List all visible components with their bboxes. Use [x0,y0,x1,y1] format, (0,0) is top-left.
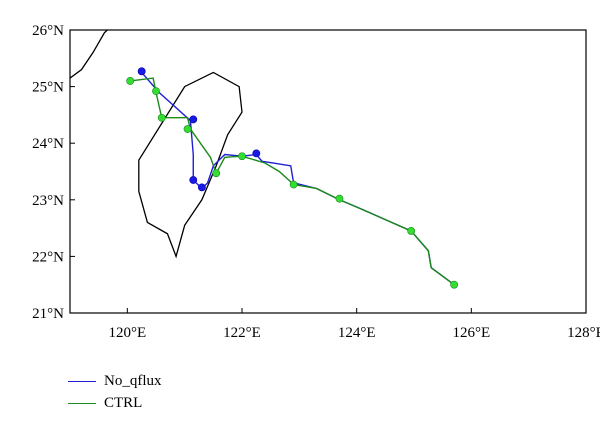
track-marker-no-qflux-3 [197,183,206,192]
y-tick-label-0: 21°N [32,306,64,322]
track-marker-ctrl-6 [289,180,298,189]
track-line-ctrl [130,77,455,286]
legend-item-no-qflux: No_qflux [68,370,162,392]
legend-label-no-qflux: No_qflux [104,372,162,389]
y-tick-label-1: 22°N [32,249,64,265]
legend-label-ctrl: CTRL [104,394,143,411]
track-marker-no-qflux-4 [252,149,261,158]
track-layer [126,67,459,289]
track-marker-ctrl-0 [126,77,135,85]
y-tick-label-4: 25°N [32,80,64,96]
track-marker-ctrl-7 [335,194,344,203]
track-marker-no-qflux-2 [189,176,198,184]
track-line-no-qflux [141,71,455,286]
x-tick-label-4: 128°E [567,325,600,341]
track-marker-ctrl-2 [157,113,166,122]
legend-swatch-no-qflux [68,380,96,382]
x-tick-label-3: 126°E [452,325,490,341]
track-marker-ctrl-3 [183,125,192,133]
coastline-layer [70,30,243,259]
track-marker-ctrl-1 [152,87,160,96]
axis-ticks: 120°E 122°E 124°E 126°E 128°E 21°N 22°N 23°N 24°… [32,23,600,341]
y-tick-label-3: 24°N [32,136,64,152]
legend: No_qflux CTRL [68,370,162,414]
track-marker-no-qflux-1 [189,115,198,124]
track-marker-no-qflux-0 [137,67,146,76]
track-marker-ctrl-8 [407,227,416,235]
x-tick-label-2: 124°E [338,325,376,341]
track-marker-ctrl-9 [450,280,459,289]
coastline-mainland [70,30,108,79]
legend-swatch-ctrl [68,402,96,404]
track-marker-ctrl-5 [238,152,246,161]
x-tick-label-1: 122°E [223,325,261,341]
map-frame [69,29,587,314]
x-tick-label-0: 120°E [108,325,146,341]
coastline-taiwan [138,71,243,259]
legend-item-ctrl: CTRL [68,392,162,414]
track-marker-ctrl-4 [212,169,221,178]
y-tick-label-2: 23°N [32,193,64,209]
y-tick-label-5: 26°N [32,23,64,39]
